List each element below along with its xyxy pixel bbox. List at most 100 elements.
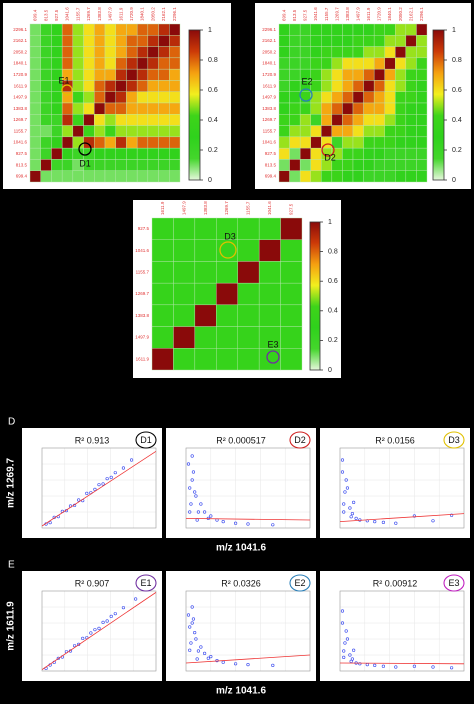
heatmap-cell [289,159,301,171]
heatmap-cell [342,46,354,59]
scatter-point [350,511,355,516]
scatter-point [352,648,356,652]
scatter-point [348,506,352,510]
heatmap-cell [126,102,138,115]
heatmap-cell [373,114,385,126]
badge-label: E1 [140,578,151,588]
scatter-point [191,617,196,621]
scatter-point [394,665,398,669]
annotation-label: D1 [79,158,91,168]
heatmap-cell [147,159,159,171]
heatmap-cell [395,80,407,92]
heatmap-cell [384,114,396,126]
heatmap-cell [416,46,428,59]
scatter-point [189,641,193,645]
scatter-point [203,651,207,656]
scatter-point [209,654,213,659]
heatmap-cell [147,147,159,160]
heatmap-cell [115,80,127,92]
heatmap-cell [321,68,333,81]
heatmap-cell [299,125,311,138]
heatmap-cell [51,23,63,36]
badge-circle [443,574,465,592]
heatmap-cell [237,304,260,327]
heatmap-cell [321,125,333,138]
heatmap-cell [147,102,159,115]
heatmap-cell [352,91,364,104]
colorbar-tick-label: 0 [328,367,332,374]
scatter-point [188,510,192,514]
row-label: 2296.1 [262,27,276,32]
heatmap-cell [151,261,174,284]
heatmap-cell [373,159,385,171]
badge-label: D3 [448,435,460,445]
heatmap-cell [40,35,52,47]
badge-circle [289,574,311,592]
heatmap-cell [237,217,260,240]
annotation-label: E1 [58,75,69,85]
row-label: 1155.7 [263,128,277,133]
heatmap-cell [40,91,52,104]
heatmap-cell [61,57,74,70]
heatmap-cell [280,261,303,284]
heatmap-cell [280,326,303,349]
heatmap-cell [104,35,116,47]
heatmap-cell [352,68,364,81]
heatmap-cell [395,23,407,36]
scatter-point [191,470,196,474]
heatmap-cell [126,57,138,70]
heatmap-cell [363,91,375,104]
heatmap-cell [29,68,41,81]
col-label: 699.4 [33,9,38,21]
heatmap-cell [94,170,106,183]
heatmap-cell [278,46,290,59]
heatmap-cell [342,23,354,36]
heatmap-cell [363,159,375,171]
colorbar-tick-label: 1 [328,219,332,226]
x-axis-label: m/z 1041.6 [216,686,266,697]
heatmap-cell [61,35,74,47]
heatmap-cell [299,35,311,47]
heatmap-cell [147,23,159,36]
heatmap-cell [384,159,396,171]
heatmap-cell [173,239,196,262]
heatmap-cell [115,159,127,171]
fit-line [42,450,156,527]
annotation-circle [61,84,73,96]
heatmap-cell [173,282,196,306]
heatmap-cell [169,35,181,47]
heatmap-cell [169,125,181,138]
heatmap-cell [173,326,196,349]
scatter-point [450,666,454,670]
heatmap-cell [136,57,149,70]
heatmap-cell [61,102,74,115]
scatter-point [348,653,352,657]
heatmap-cell [237,348,260,371]
heatmap-cell [321,35,333,47]
heatmap-cell [278,159,290,171]
heatmap-cell [384,46,396,59]
col-label: 1041.6 [267,201,272,215]
heatmap-cell [384,136,396,149]
heatmap-cell [104,46,116,59]
scatter-point [342,649,346,653]
row-label: 1720.9 [13,72,27,77]
scatter-point [188,648,192,652]
heatmap-cell [115,35,127,47]
heatmap-cell [173,217,196,240]
heatmap-cell [405,114,417,126]
heatmap-cell [384,147,396,160]
heatmap-cell [405,91,417,104]
plot-frame [339,590,465,672]
row-label: 1611.9 [136,356,150,361]
col-label: 927.5 [54,9,59,21]
x-axis-label: m/z 1041.6 [216,543,266,554]
scatter-point [81,636,85,640]
annotation-label: E2 [301,76,312,86]
heatmap-cell [40,46,52,59]
heatmap-cell [104,91,116,104]
heatmap-cell [258,217,281,240]
heatmap-cell [289,57,301,70]
colorbar-tick-label: 0.4 [328,308,338,315]
